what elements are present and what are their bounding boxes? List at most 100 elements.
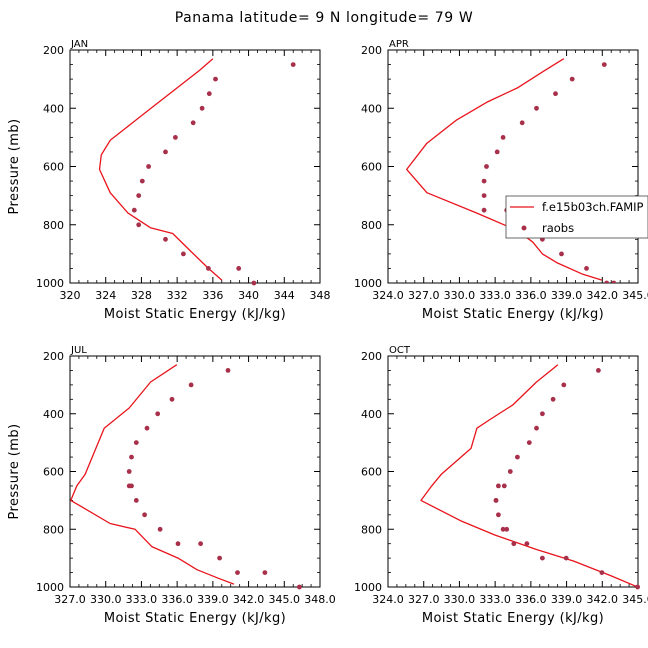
- obs-point: [129, 483, 134, 489]
- y-tick-label: 400: [361, 408, 382, 421]
- obs-point: [155, 411, 161, 417]
- obs-point: [604, 280, 610, 283]
- obs-point: [596, 368, 601, 373]
- panel-label: OCT: [389, 345, 411, 356]
- y-tick-label: 600: [361, 161, 382, 174]
- obs-point: [136, 193, 142, 199]
- y-tick-label: 800: [361, 219, 382, 232]
- y-tick-label: 600: [43, 466, 64, 479]
- x-tick-label: 330.0: [90, 593, 122, 606]
- obs-point: [635, 584, 640, 590]
- obs-point: [515, 454, 520, 460]
- obs-point: [163, 236, 168, 242]
- obs-point: [481, 178, 487, 184]
- x-axis-label: Moist Static Energy (kJ/kg): [422, 611, 604, 626]
- obs-point: [173, 135, 178, 140]
- data-layer: [98, 58, 296, 286]
- legend: f.e15b03ch.FAMIP raobs: [505, 195, 648, 239]
- x-axis-label: Moist Static Energy (kJ/kg): [104, 611, 286, 626]
- obs-point: [601, 62, 607, 67]
- obs-point: [494, 149, 500, 155]
- obs-point: [496, 483, 501, 489]
- x-tick-label: 348.0: [304, 593, 336, 606]
- obs-point: [611, 280, 617, 283]
- y-tick-label: 1000: [354, 277, 382, 290]
- legend-model-label: f.e15b03ch.FAMIP: [542, 200, 644, 214]
- obs-point: [142, 512, 148, 518]
- obs-point: [561, 382, 567, 388]
- legend-obs-label: raobs: [542, 221, 574, 235]
- obs-point: [236, 266, 242, 271]
- obs-point: [493, 498, 499, 503]
- obs-point: [139, 178, 145, 184]
- x-tick-label: 345.0: [622, 289, 648, 302]
- obs-point: [199, 105, 205, 111]
- x-tick-label: 336.0: [161, 593, 193, 606]
- y-tick-label: 200: [361, 44, 382, 57]
- panel-label: JUL: [70, 345, 87, 356]
- x-tick-label: 332: [167, 289, 188, 302]
- legend-obs-marker: [521, 225, 527, 231]
- obs-point: [129, 454, 134, 460]
- x-tick-label: 336.0: [515, 289, 547, 302]
- obs-point: [534, 425, 539, 431]
- x-tick-label: 345.0: [622, 593, 648, 606]
- obs-point: [198, 541, 204, 547]
- plot-frame: [387, 49, 639, 284]
- obs-point: [206, 91, 212, 97]
- x-tick-label: 327.0: [408, 289, 440, 302]
- obs-point: [559, 251, 564, 257]
- x-tick-label: 342.0: [587, 593, 619, 606]
- y-tick-label: 200: [43, 44, 64, 57]
- obs-point: [136, 222, 142, 228]
- y-tick-label: 1000: [354, 581, 382, 594]
- data-layer: [420, 364, 640, 590]
- obs-point: [190, 120, 196, 126]
- x-tick-label: 333.0: [479, 593, 511, 606]
- y-tick-label: 800: [43, 219, 64, 232]
- obs-point: [524, 541, 530, 547]
- y-tick-label: 200: [361, 350, 382, 363]
- x-tick-label: 342.0: [587, 289, 619, 302]
- obs-point: [169, 396, 175, 402]
- y-tick-label: 600: [43, 161, 64, 174]
- obs-point: [131, 207, 137, 213]
- y-tick-label: 800: [361, 523, 382, 536]
- y-tick-label: 400: [43, 102, 64, 115]
- x-tick-label: 339.0: [551, 289, 583, 302]
- obs-point: [540, 411, 545, 417]
- obs-point: [251, 280, 257, 286]
- legend-box: [505, 195, 648, 239]
- obs-point: [290, 62, 296, 67]
- obs-point: [144, 425, 150, 431]
- x-tick-label: 327.0: [408, 593, 440, 606]
- obs-point: [262, 570, 268, 575]
- obs-point: [504, 526, 510, 532]
- x-axis-label: Moist Static Energy (kJ/kg): [104, 307, 286, 322]
- x-tick-label: 320: [60, 289, 81, 302]
- x-tick-label: 324.0: [372, 593, 404, 606]
- x-tick-label: 336.0: [515, 593, 547, 606]
- x-tick-label: 330.0: [444, 593, 476, 606]
- obs-point: [484, 164, 489, 169]
- x-tick-label: 333.0: [126, 593, 158, 606]
- plot-frame: [69, 355, 321, 588]
- obs-point: [569, 76, 575, 82]
- model-line: [98, 58, 223, 281]
- x-tick-label: 333.0: [479, 289, 511, 302]
- x-tick-label: 340: [238, 289, 259, 302]
- chart-title: Panama latitude= 9 N longitude= 79 W: [175, 10, 474, 26]
- y-tick-label: 1000: [36, 581, 64, 594]
- y-axis-label: Pressure (mb): [7, 424, 22, 520]
- x-tick-label: 339.0: [551, 593, 583, 606]
- x-tick-label: 342.0: [233, 593, 265, 606]
- obs-point: [500, 135, 506, 140]
- obs-point: [553, 91, 558, 97]
- obs-point: [217, 555, 223, 561]
- obs-point: [175, 541, 181, 547]
- obs-point: [225, 368, 231, 373]
